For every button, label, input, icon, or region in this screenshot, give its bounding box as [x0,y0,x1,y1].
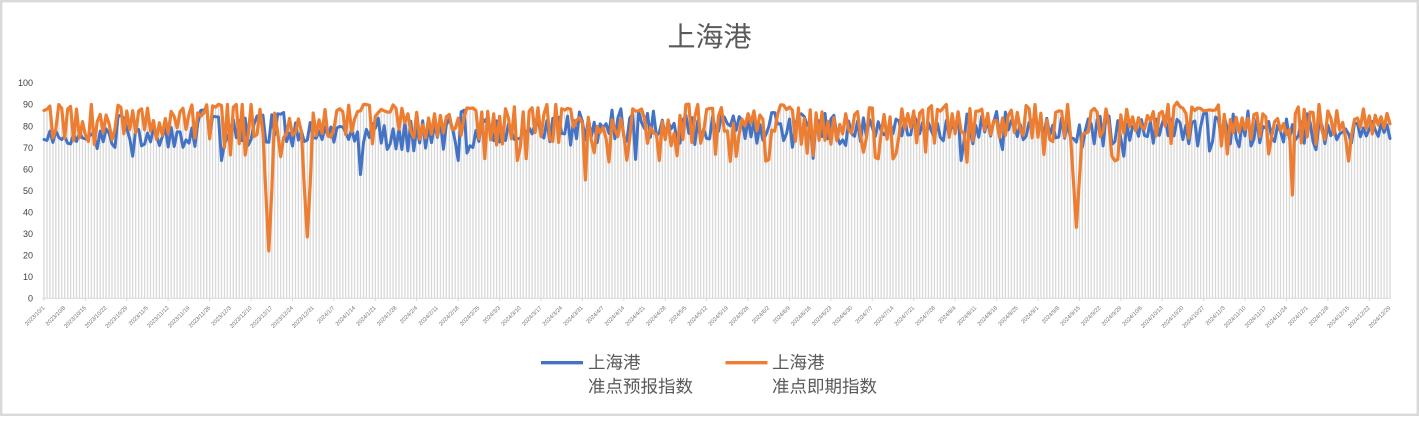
svg-text:80: 80 [23,121,33,131]
svg-text:100: 100 [18,78,33,88]
svg-text:50: 50 [23,186,33,196]
svg-text:60: 60 [23,164,33,174]
svg-text:10: 10 [23,272,33,282]
svg-text:40: 40 [23,207,33,217]
svg-text:90: 90 [23,100,33,110]
svg-text:30: 30 [23,229,33,239]
svg-text:0: 0 [28,294,33,304]
svg-text:70: 70 [23,143,33,153]
svg-text:20: 20 [23,250,33,260]
